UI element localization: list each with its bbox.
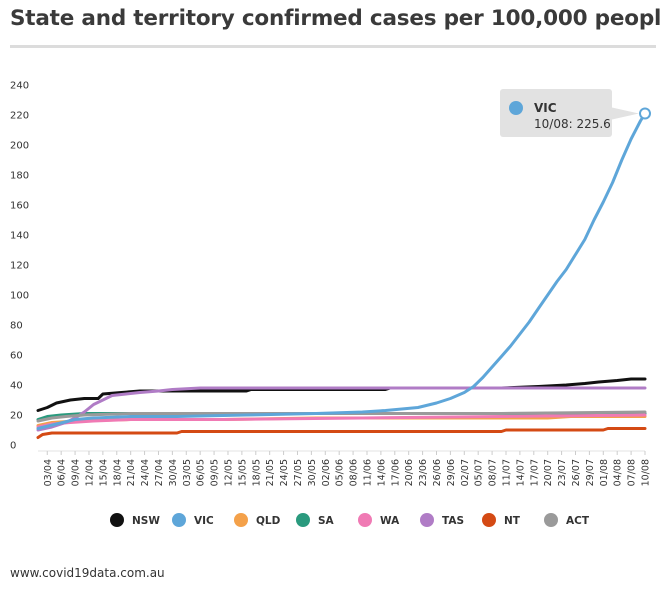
- x-tick-label: 20/07: [543, 459, 554, 486]
- y-tick-label: 160: [10, 201, 29, 212]
- y-tick-label: 100: [10, 291, 29, 302]
- hover-marker[interactable]: [639, 107, 651, 120]
- legend-label-nt[interactable]: NT: [504, 515, 521, 527]
- x-tick-label: 07/08: [627, 459, 638, 486]
- title-divider: [10, 45, 656, 48]
- tooltip-series-name: VIC: [534, 101, 557, 115]
- y-tick-label: 40: [10, 381, 23, 392]
- x-tick-label: 03/05: [182, 459, 193, 486]
- tooltip-layer: VIC 10/08: 225.6: [500, 89, 651, 137]
- y-tick-label: 140: [10, 231, 29, 242]
- x-tick-label: 09/04: [71, 459, 82, 486]
- y-tick-label: 80: [10, 321, 23, 332]
- y-tick-label: 0: [10, 441, 16, 452]
- series-line-act[interactable]: [36, 410, 647, 423]
- x-tick-label: 12/04: [84, 459, 95, 486]
- legend-swatch-nt[interactable]: [482, 513, 496, 527]
- x-tick-label: 06/05: [196, 459, 207, 486]
- x-tick-label: 10/08: [641, 459, 652, 486]
- legend-label-vic[interactable]: VIC: [194, 515, 214, 527]
- x-tick-label: 21/04: [126, 459, 137, 486]
- x-tick-label: 21/05: [265, 459, 276, 486]
- legend-label-wa[interactable]: WA: [380, 515, 400, 527]
- y-tick-label: 20: [10, 411, 23, 422]
- x-tick-label: 27/05: [293, 459, 304, 486]
- x-tick-label: 15/05: [237, 459, 248, 486]
- series-line-nsw[interactable]: [36, 377, 647, 412]
- x-tick-label: 04/08: [613, 459, 624, 486]
- x-tick-label: 18/04: [112, 459, 123, 486]
- tooltip-box: [500, 89, 612, 137]
- y-tick-label: 220: [10, 111, 29, 122]
- x-tick-label: 24/04: [140, 459, 151, 486]
- x-tick-label: 02/06: [321, 459, 332, 486]
- legend-swatch-qld[interactable]: [234, 513, 248, 527]
- x-tick-label: 23/07: [557, 459, 568, 486]
- x-tick-label: 12/05: [223, 459, 234, 486]
- legend-label-sa[interactable]: SA: [318, 515, 335, 527]
- x-tick-label: 26/07: [571, 459, 582, 486]
- x-tick-label: 11/06: [362, 459, 373, 486]
- x-tick-label: 05/07: [474, 459, 485, 486]
- x-tick-label: 30/05: [307, 459, 318, 486]
- x-tick-label: 17/07: [529, 459, 540, 486]
- x-tick-label: 15/04: [98, 459, 109, 486]
- x-tick-label: 17/06: [390, 459, 401, 486]
- x-tick-label: 27/04: [154, 459, 165, 486]
- x-tick-label: 08/07: [488, 459, 499, 486]
- legend-layer: NSW VIC QLD SA WA TAS NT ACT: [110, 513, 590, 527]
- x-tick-label: 06/04: [57, 459, 68, 486]
- x-tick-label: 20/06: [404, 459, 415, 486]
- series-line-vic[interactable]: [36, 112, 647, 430]
- x-tick-label: 29/06: [446, 459, 457, 486]
- legend-label-act[interactable]: ACT: [566, 515, 590, 527]
- y-tick-label: 120: [10, 261, 29, 272]
- x-tick-label: 01/08: [599, 459, 610, 486]
- legend-swatch-sa[interactable]: [296, 513, 310, 527]
- source-link[interactable]: www.covid19data.com.au: [10, 566, 165, 580]
- x-tick-label: 09/05: [210, 459, 221, 486]
- legend-label-qld[interactable]: QLD: [256, 515, 281, 527]
- x-tick-label: 29/07: [585, 459, 596, 486]
- legend-swatch-tas[interactable]: [420, 513, 434, 527]
- x-tick-label: 14/07: [515, 459, 526, 486]
- y-tick-label: 180: [10, 171, 29, 182]
- x-tick-label: 11/07: [501, 459, 512, 486]
- lines-layer: [36, 112, 647, 439]
- x-tick-label: 02/07: [460, 459, 471, 486]
- legend-label-nsw[interactable]: NSW: [132, 515, 160, 527]
- series-line-nt[interactable]: [36, 427, 647, 439]
- x-tick-label: 08/06: [349, 459, 360, 486]
- y-tick-label: 60: [10, 351, 23, 362]
- x-tick-label: 30/04: [168, 459, 179, 486]
- legend-swatch-act[interactable]: [544, 513, 558, 527]
- legend-label-tas[interactable]: TAS: [442, 515, 464, 527]
- y-tick-label: 200: [10, 141, 29, 152]
- x-tick-label: 24/05: [279, 459, 290, 486]
- chart-title: State and territory confirmed cases per …: [10, 6, 660, 31]
- legend-swatch-vic[interactable]: [172, 513, 186, 527]
- series-line-tas[interactable]: [36, 386, 647, 432]
- legend-swatch-wa[interactable]: [358, 513, 372, 527]
- tooltip-pointer: [612, 107, 639, 120]
- tooltip-value: 10/08: 225.6: [534, 117, 611, 131]
- x-tick-label: 23/06: [418, 459, 429, 486]
- tooltip-series-dot: [509, 101, 523, 115]
- x-tick-label: 26/06: [432, 459, 443, 486]
- x-tick-label: 03/04: [43, 459, 54, 486]
- y-tick-label: 240: [10, 81, 29, 92]
- x-tick-label: 18/05: [251, 459, 262, 486]
- legend-swatch-nsw[interactable]: [110, 513, 124, 527]
- x-tick-label: 05/06: [335, 459, 346, 486]
- x-tick-label: 14/06: [376, 459, 387, 486]
